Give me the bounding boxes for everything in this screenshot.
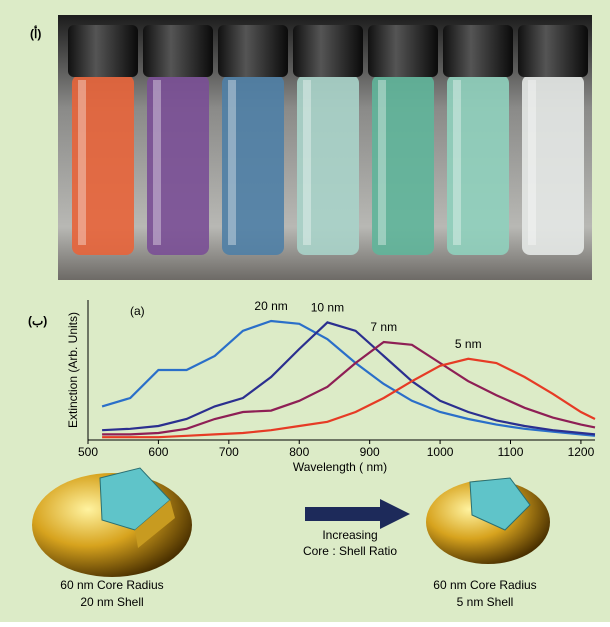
panel-label: (أ) <box>30 26 41 41</box>
vial-shine <box>303 80 311 245</box>
caption: 60 nm Core Radius <box>433 578 536 592</box>
vial-cap <box>68 25 138 77</box>
vial-shine <box>78 80 86 245</box>
caption: 5 nm Shell <box>457 595 514 609</box>
x-tick-label: 600 <box>148 445 168 459</box>
y-axis-label: Extinction (Arb. Units) <box>66 312 80 428</box>
vial-cap <box>293 25 363 77</box>
x-axis-label: Wavelength ( nm) <box>293 460 387 474</box>
vial-shine <box>378 80 386 245</box>
vial-shine <box>528 80 536 245</box>
vial-cap <box>518 25 588 77</box>
caption: 20 nm Shell <box>80 595 143 609</box>
series-label: 7 nm <box>370 320 397 334</box>
x-tick-label: 1000 <box>427 445 454 459</box>
series-label: 10 nm <box>311 301 344 315</box>
x-tick-label: 1100 <box>498 445 524 459</box>
x-tick-label: 500 <box>78 445 98 459</box>
vial-shine <box>453 80 461 245</box>
vial-cap <box>218 25 288 77</box>
x-tick-label: 900 <box>360 445 380 459</box>
annotation: (a) <box>130 304 145 318</box>
series-label: 20 nm <box>254 299 287 313</box>
panel-label: (ب) <box>28 314 47 328</box>
series-label: 5 nm <box>455 337 482 351</box>
arrow-text: Increasing <box>322 528 377 542</box>
vial-cap <box>143 25 213 77</box>
vial-cap <box>368 25 438 77</box>
vial-cap <box>443 25 513 77</box>
vial-shine <box>228 80 236 245</box>
vial-shine <box>153 80 161 245</box>
x-tick-label: 700 <box>219 445 239 459</box>
figure: (أ) (ب) (a) Wavelength ( nm) Extinction … <box>0 0 610 622</box>
caption: 60 nm Core Radius <box>60 578 163 592</box>
x-tick-label: 800 <box>289 445 309 459</box>
x-tick-label: 1200 <box>568 445 595 459</box>
arrow-text: Core : Shell Ratio <box>303 544 397 558</box>
